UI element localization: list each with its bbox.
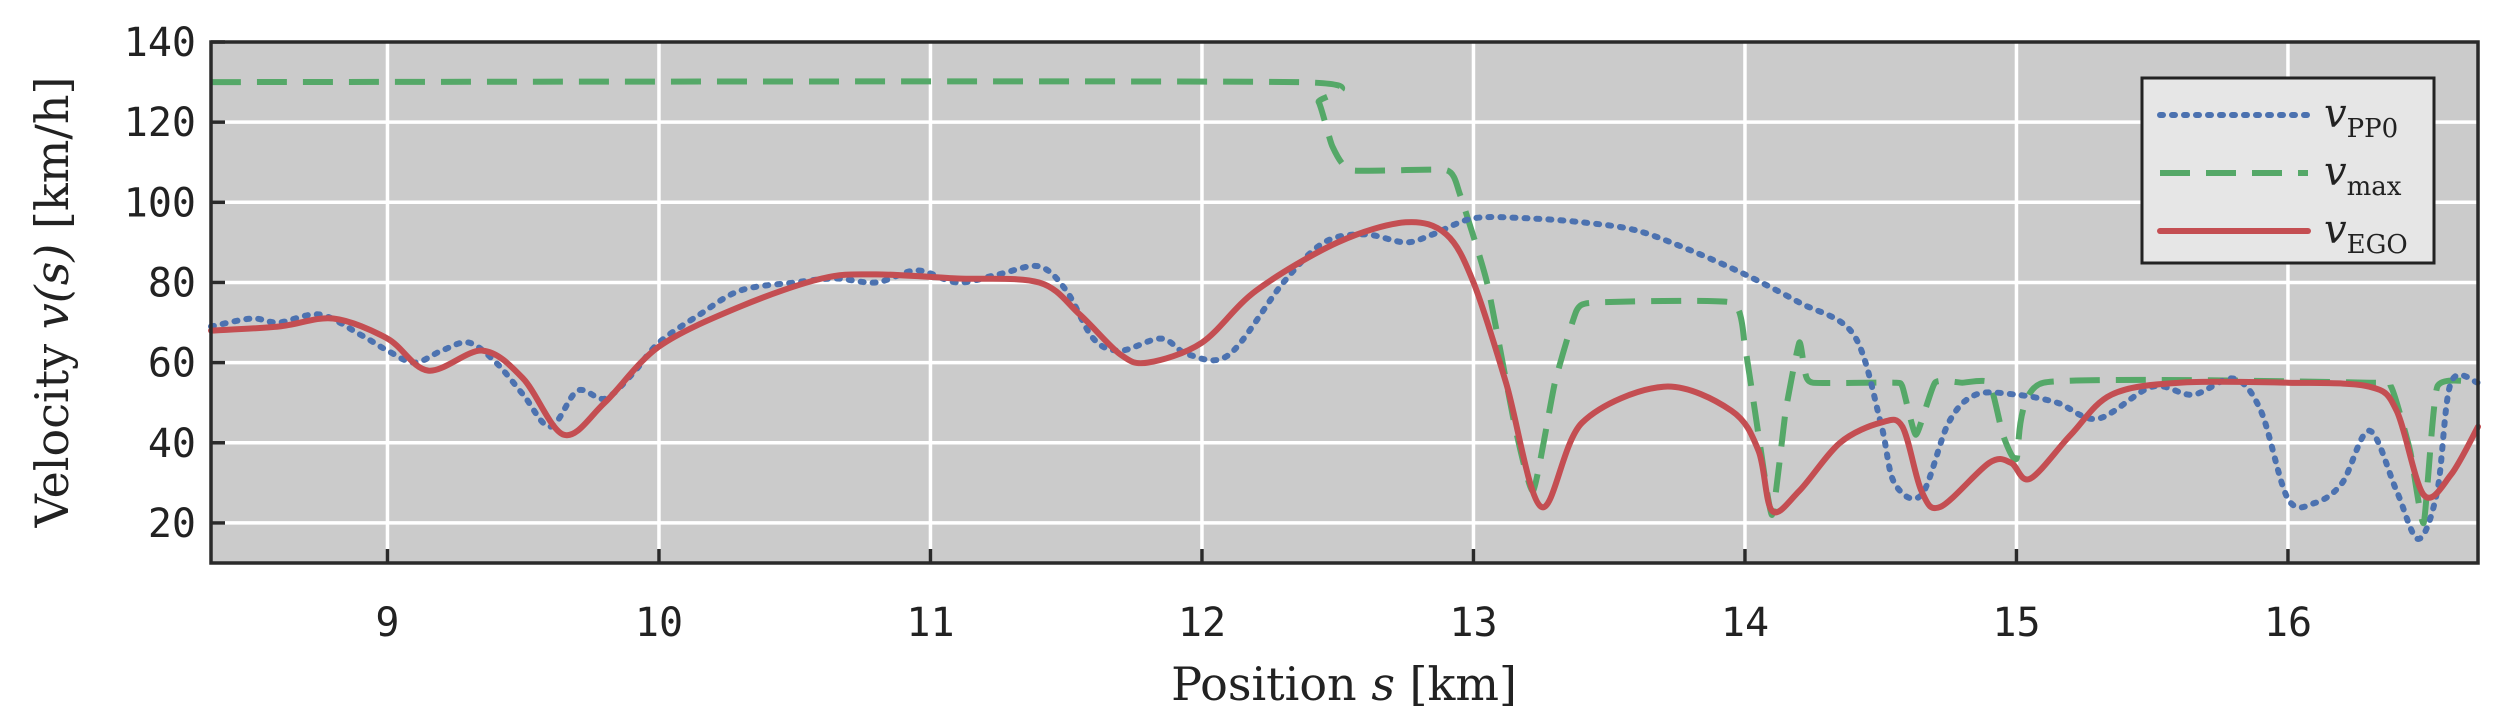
x-tick-label: 16 <box>2264 600 2312 646</box>
x-tick-label: 15 <box>1992 600 2040 646</box>
x-axis-label: Position s [km] <box>1171 657 1517 711</box>
y-tick-label: 100 <box>124 180 196 226</box>
legend-label-pp0: vPP0 <box>2324 91 2398 144</box>
series-line-pp0 <box>208 214 2481 542</box>
x-tick-label: 13 <box>1449 600 1497 646</box>
series-group <box>208 78 2481 542</box>
x-tick-label: 10 <box>635 600 683 646</box>
x-tick-label: 11 <box>906 600 954 646</box>
legend-label-vmax: vmax <box>2324 149 2402 202</box>
plot-area <box>211 42 2478 563</box>
y-axis-label: Velocity v(s) [km/h] <box>25 77 79 529</box>
legend-label-ego: vEGO <box>2324 207 2408 260</box>
plot-frame <box>209 40 2480 565</box>
series-line-ego <box>208 219 2481 516</box>
y-tick-label: 140 <box>124 20 196 66</box>
y-tick-label: 120 <box>124 100 196 146</box>
y-tick-label: 20 <box>148 501 196 547</box>
ticks-group: 9 10 11 12 13 14 15 16 20 40 60 80 100 120 140 <box>124 20 2312 646</box>
y-tick-label: 80 <box>148 260 196 306</box>
x-tick-label: 12 <box>1178 600 1226 646</box>
grid-lines <box>211 42 2478 563</box>
x-tick-label: 9 <box>375 600 399 646</box>
x-tick-label: 14 <box>1721 600 1769 646</box>
y-tick-label: 40 <box>148 421 196 467</box>
series-line-vmax <box>210 78 2479 526</box>
y-tick-label: 60 <box>148 341 196 387</box>
